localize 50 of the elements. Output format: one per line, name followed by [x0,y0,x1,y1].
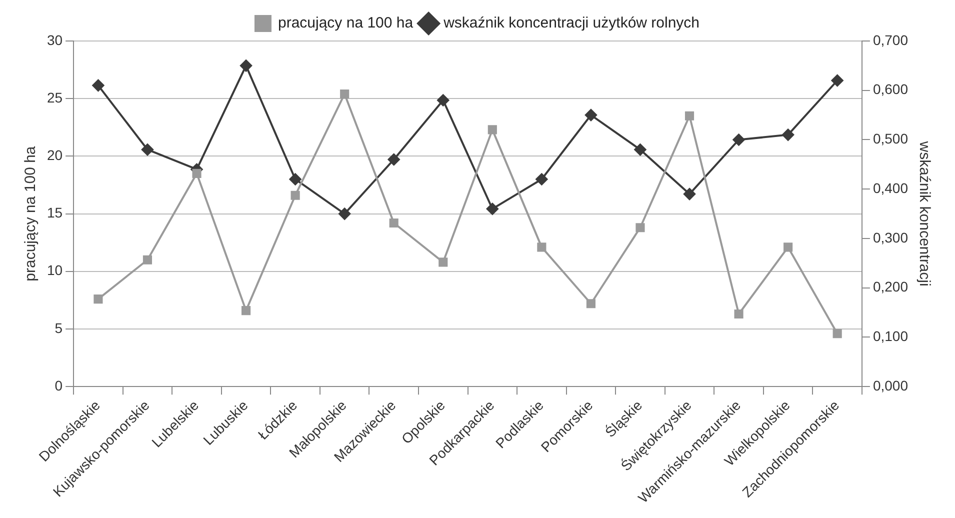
point [537,242,546,252]
point [784,242,793,252]
point [634,144,646,156]
point [340,89,350,99]
point [240,60,252,72]
y2-axis-title: wskaźnik koncentracji [916,140,933,286]
y-tick-label: 20 [46,147,63,164]
y-tick-label: 0 [54,377,63,394]
point [388,153,400,166]
y2-tick-label: 0,700 [872,32,908,48]
point [92,79,104,92]
point [141,144,154,156]
legend-label: wskaźnik koncentracji użytków rolnych [442,14,700,32]
point [192,168,202,178]
point [94,294,103,304]
point [142,255,152,264]
point [338,208,351,220]
y-tick-label: 5 [54,320,63,336]
point [831,74,844,86]
point [584,109,597,122]
point [536,173,548,186]
legend-label: pracujący na 100 ha [278,14,414,32]
point [734,309,744,319]
y2-tick-label: 0,200 [872,278,908,295]
point [832,329,842,338]
point [486,202,498,215]
y-tick-label: 30 [46,32,63,48]
y2-tick-label: 0,300 [872,229,908,246]
point [289,173,302,186]
point [684,188,696,200]
y-tick-label: 15 [46,204,63,221]
y-tick-label: 25 [46,89,63,106]
point [437,94,450,106]
point [732,134,745,146]
point [488,125,497,134]
y2-tick-label: 0,100 [872,328,908,344]
point [290,190,300,200]
point [782,128,794,141]
point [389,218,398,228]
y2-tick-label: 0,600 [872,81,908,98]
point [242,306,251,316]
y-tick-label: 10 [46,262,63,278]
point [684,111,694,120]
y2-tick-label: 0,400 [872,180,908,196]
point [636,223,645,232]
point [586,299,596,308]
y2-tick-label: 0,000 [872,377,908,394]
point [438,258,448,267]
y2-tick-label: 0,500 [872,130,908,147]
y-axis-title: pracujący na 100 ha [22,146,40,282]
